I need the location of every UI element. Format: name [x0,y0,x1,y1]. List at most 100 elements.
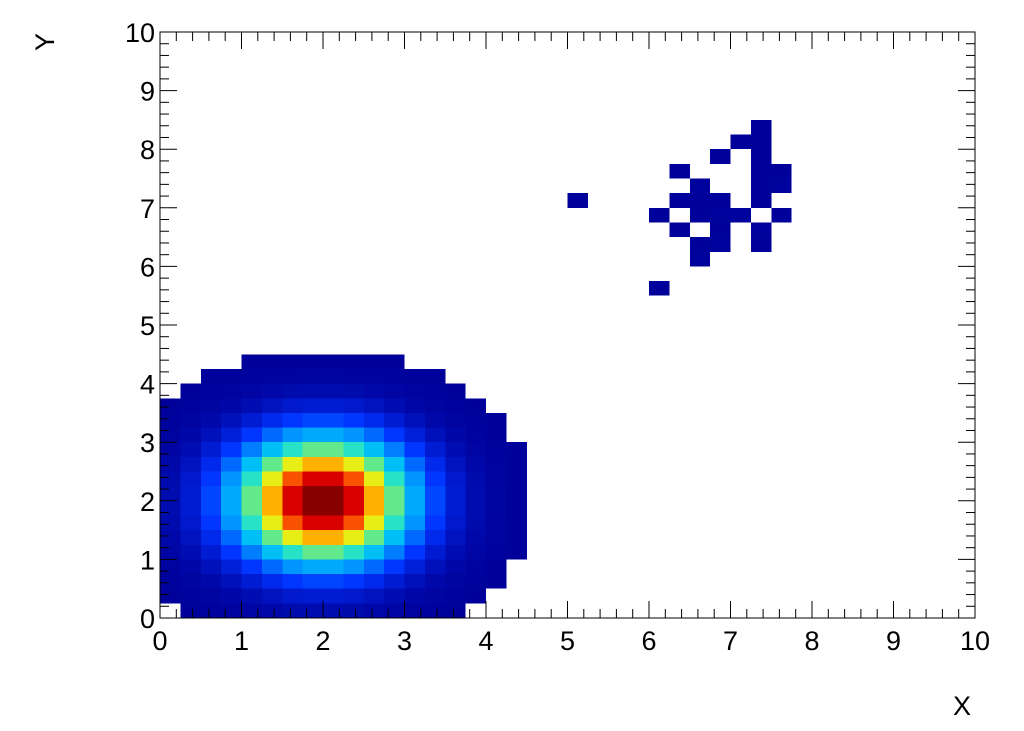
heatmap-cell [282,544,303,560]
heatmap-cell [343,544,364,560]
heatmap-cell [445,559,466,575]
heatmap-cell [750,119,772,135]
heatmap-cell [241,398,262,413]
heatmap-cell [506,486,527,501]
heatmap-cell [180,500,201,516]
heatmap-cell [384,588,405,604]
heatmap-cell [486,456,507,472]
y-tick-label: 1 [140,545,155,575]
y-tick-label: 3 [140,428,155,458]
heatmap-cell [160,515,181,531]
heatmap-cell [465,500,486,516]
y-tick-label: 7 [140,194,155,224]
heatmap-cell [282,603,303,618]
heatmap-cell [200,383,222,399]
heatmap-cell [323,559,344,575]
heatmap-cell [445,544,466,560]
heatmap-cell [160,486,181,501]
heatmap-cell [200,603,222,618]
heatmap-cell [404,544,425,560]
y-tick-label: 8 [140,135,155,165]
heatmap-cell [445,574,466,589]
heatmap-cell [384,515,405,531]
heatmap-cell [160,456,181,472]
heatmap-cell [363,442,385,457]
heatmap-cell [261,368,283,384]
heatmap-cell [302,398,323,413]
heatmap-cell [241,544,262,560]
heatmap-cell [241,588,262,604]
heatmap-cell [200,368,222,384]
heatmap-cell [323,471,344,487]
heatmap-cell [180,603,201,618]
heatmap-cell [424,603,446,618]
heatmap-cell [689,207,711,223]
heatmap-cell [424,427,446,443]
y-tick-label: 4 [140,370,155,400]
heatmap-cell [404,398,425,413]
heatmap-cell [221,486,242,501]
heatmap-cell [221,559,242,575]
heatmap-cell [200,471,222,487]
heatmap-cell [160,398,181,413]
heatmap-cell [180,398,201,413]
heatmap-cell [465,398,486,413]
heatmap-cell [221,574,242,589]
heatmap-cell [343,588,364,604]
heatmap-cell [323,398,344,413]
heatmap-cell [363,530,385,545]
heatmap-cell [261,500,283,516]
heatmap-cell [180,456,201,472]
heatmap-cell [200,530,222,545]
heatmap-cell [302,456,323,472]
heatmap-cell [404,603,425,618]
heatmap-cell [465,559,486,575]
heatmap-cell [282,588,303,604]
heatmap-cell [302,603,323,618]
x-tick-label: 5 [560,626,575,656]
heatmap-cell [160,544,181,560]
heatmap-cell [221,442,242,457]
heatmap-cell [282,500,303,516]
heatmap-cell [160,500,181,516]
heatmap-cell [506,500,527,516]
heatmap-cell [221,427,242,443]
heatmap-cell [363,456,385,472]
heatmap-cell [424,456,446,472]
heatmap-cell [384,412,405,428]
heatmap-cell [343,442,364,457]
heatmap-cell [669,163,690,179]
heatmap-cell [302,368,323,384]
heatmap-cell [567,193,588,208]
heatmap-cell [282,412,303,428]
heatmap-cell [302,544,323,560]
heatmap-cell [445,588,466,604]
heatmap-cell [343,486,364,501]
heatmap-cell [160,559,181,575]
heatmap-cell [160,530,181,545]
heatmap-cell [160,442,181,457]
x-tick-label: 10 [960,626,990,656]
heatmap-cell [200,588,222,604]
heatmap-cell [384,500,405,516]
heatmap-cell [221,544,242,560]
heatmap-cell [200,427,222,443]
heatmap-cell [200,559,222,575]
x-tick-label: 2 [315,626,330,656]
heatmap-cell [302,486,323,501]
heatmap-cell [384,544,405,560]
heatmap-cell [486,412,507,428]
heatmap-cell [302,574,323,589]
heatmap-cell [465,412,486,428]
heatmap-cell [261,486,283,501]
heatmap-cell [343,383,364,399]
heatmap-cell [241,471,262,487]
heatmap-cell [750,163,772,179]
heatmap-cell [771,207,792,223]
heatmap-cell [302,412,323,428]
heatmap-cell [180,471,201,487]
heatmap-cell [445,500,466,516]
heatmap-cell [200,515,222,531]
heatmap-cell [323,368,344,384]
